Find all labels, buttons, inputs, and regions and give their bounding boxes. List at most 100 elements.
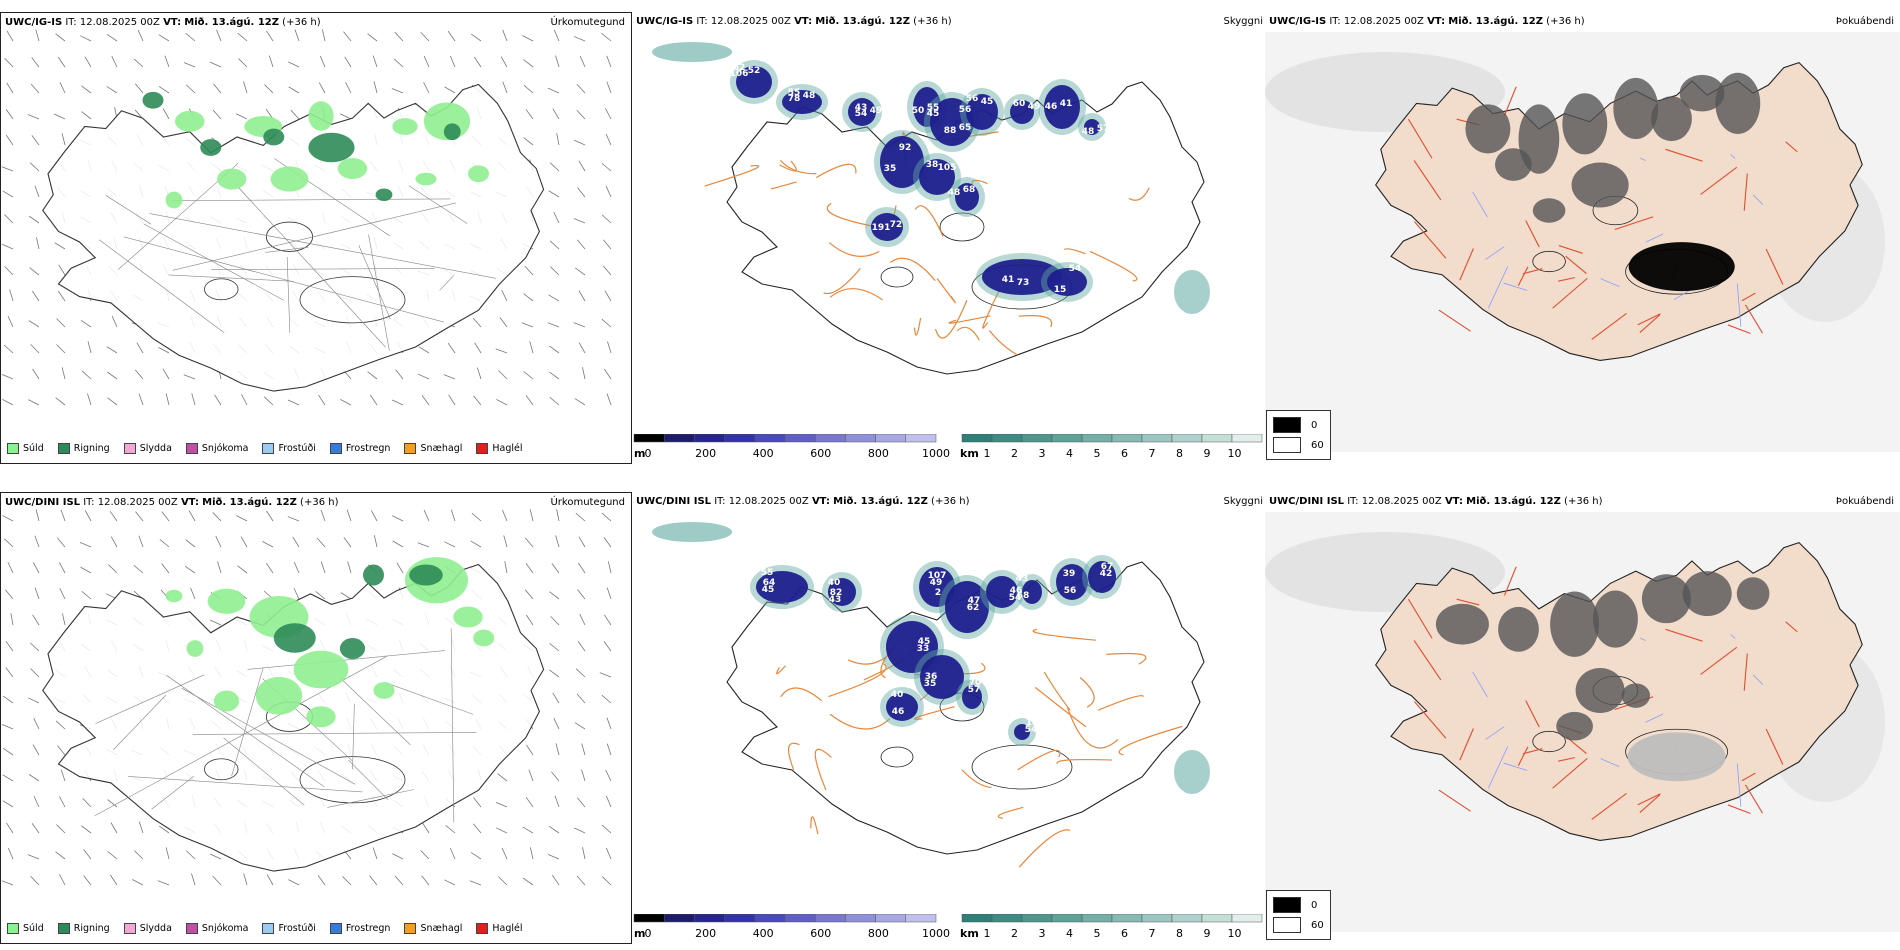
road-line	[1456, 598, 1480, 606]
visibility-value-label: 43	[855, 103, 868, 113]
road-line	[1018, 315, 1053, 328]
road-line	[1639, 794, 1661, 813]
road-line	[105, 195, 152, 225]
visibility-colorbar-bottom: 0 200 400 600 800 1000 m 1 2 3 4 5 6 7 8 9 10 km	[633, 914, 1263, 940]
road-line	[384, 682, 474, 715]
road-line	[1741, 292, 1756, 302]
precip-area	[213, 690, 240, 712]
road-line	[327, 789, 415, 808]
precip-area	[175, 110, 205, 132]
wind-barb	[394, 31, 404, 42]
low-visibility-area	[880, 136, 924, 188]
wind-barb	[525, 563, 534, 574]
wind-barb	[422, 822, 430, 834]
colorbar-segment	[663, 434, 695, 443]
wind-barb	[138, 535, 144, 548]
wind-barb	[266, 510, 274, 522]
colorbar-tick: 200	[695, 927, 716, 940]
legend-item: Frostúði	[262, 923, 316, 934]
visibility-value-label: 56	[1064, 586, 1077, 596]
glacier-outline	[971, 744, 1073, 790]
fog-area	[1641, 574, 1691, 624]
wind-barb	[523, 84, 534, 94]
wind-barb	[473, 823, 482, 834]
road-line	[914, 205, 944, 237]
road-line	[286, 256, 291, 333]
wind-barb	[84, 56, 92, 68]
wind-barb	[133, 564, 144, 574]
colorbar-segment	[633, 914, 665, 923]
fog-area	[1679, 74, 1725, 112]
wind-barb	[423, 55, 430, 68]
precip-area	[255, 676, 303, 715]
wind-barb	[138, 393, 144, 406]
wind-barb	[474, 342, 482, 354]
low-visibility-area	[962, 685, 982, 709]
colorbar-tick: 0	[645, 447, 652, 460]
wind-barb	[577, 187, 586, 198]
legend-label: Súld	[23, 443, 44, 454]
wind-barb	[576, 83, 586, 94]
colorbar-tick: 4	[1066, 447, 1073, 460]
fog-area	[1682, 571, 1732, 617]
wind-barb	[373, 535, 378, 548]
wind-barb	[29, 642, 40, 652]
river-line	[1736, 763, 1742, 807]
legend-item: Súld	[7, 443, 44, 454]
wind-barb	[191, 873, 196, 886]
wind-barb	[548, 294, 560, 302]
low-visibility-area	[986, 576, 1018, 608]
wind-barb	[57, 745, 66, 756]
visibility-value-label: 62	[733, 63, 746, 73]
wind-barb	[578, 536, 586, 548]
wind-barb	[134, 850, 144, 860]
road-line	[211, 268, 435, 270]
low-visibility-area	[1088, 561, 1116, 593]
fog-area	[1715, 72, 1761, 134]
colorbar-tick: 2	[1011, 927, 1018, 940]
wind-barb	[576, 693, 586, 704]
wind-barb	[28, 215, 40, 224]
wind-barb	[165, 847, 170, 860]
precip-area	[165, 191, 183, 209]
road-line	[1504, 566, 1517, 596]
road-line	[1017, 749, 1061, 771]
road-line	[1067, 707, 1119, 749]
wind-barb	[32, 614, 40, 626]
legend-item: Haglél	[476, 443, 523, 454]
wind-barb	[2, 515, 14, 522]
road-line	[1032, 628, 1097, 641]
wind-barb	[27, 114, 40, 120]
road-line	[1118, 725, 1183, 756]
precip-area	[293, 650, 349, 689]
wind-barb	[418, 346, 430, 354]
panel-title: UWC/DINI ISL IT: 12.08.2025 00Z VT: Mið.…	[636, 496, 970, 507]
wind-barb	[34, 185, 40, 198]
road-line	[1128, 187, 1150, 201]
wind-barb	[54, 242, 66, 250]
wind-barb	[393, 58, 404, 68]
road-line	[961, 769, 992, 789]
visibility-value-label: 72	[890, 220, 903, 230]
colorbar-segment	[814, 914, 846, 923]
road-line	[704, 165, 760, 187]
wind-barb	[549, 371, 560, 380]
road-line	[823, 267, 861, 295]
iceland-coast	[42, 83, 545, 392]
wind-barb	[447, 342, 456, 354]
wind-barb	[607, 341, 612, 354]
wind-barb	[56, 344, 66, 354]
wind-barb	[134, 83, 144, 94]
colorbar-unit: m	[634, 927, 645, 940]
wind-barb	[292, 536, 300, 548]
legend-swatch	[329, 923, 342, 934]
wind-barb	[4, 589, 14, 600]
visibility-value-label: 65	[959, 123, 972, 133]
river-line	[1472, 191, 1488, 218]
colorbar-tick: 1	[984, 447, 991, 460]
wind-barb	[28, 399, 40, 406]
visibility-value-label: 54	[855, 109, 868, 119]
product-label: Skyggni	[1223, 16, 1263, 27]
wind-barb	[10, 613, 14, 626]
colorbar-tick: 400	[753, 447, 774, 460]
